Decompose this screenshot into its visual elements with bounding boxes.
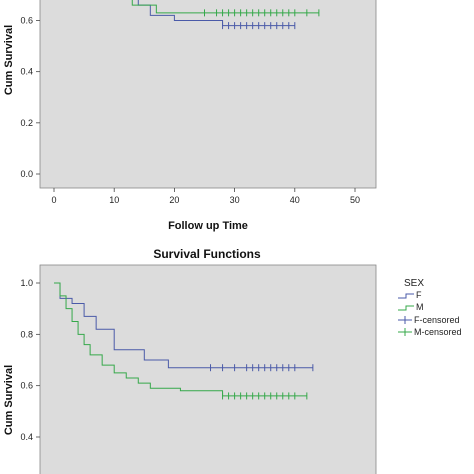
top-plot-area: [39, 0, 377, 189]
legend-f-step-icon: [398, 293, 414, 299]
top-series-f-line: [137, 0, 295, 27]
bottom-ytick-label: 0.6: [20, 381, 33, 391]
top-xtick-label: 30: [230, 195, 240, 205]
bottom-title: Survival Functions: [153, 247, 261, 261]
bottom-y-ticks: 0.4 0.6 0.8 1.0: [20, 278, 40, 442]
top-ylabel: Cum Survival: [3, 25, 15, 95]
top-xlabel: Follow up Time: [168, 220, 248, 232]
legend-entry-f-censored: F-censored: [398, 315, 460, 325]
legend-m-label: M: [416, 302, 424, 312]
top-y-ticks: 0.0 0.2 0.4 0.6: [20, 16, 40, 179]
bottom-plot-area: [39, 264, 377, 474]
bottom-series-m-line: [54, 282, 307, 397]
bottom-ytick-label: 1.0: [20, 278, 33, 288]
top-chart: Cum Survival Follow up Time 0.0 0.2 0.4 0.6…: [3, 0, 377, 232]
legend-entry-m-censored: M-censored: [398, 327, 462, 337]
legend-m-censored-label: M-censored: [414, 327, 462, 337]
top-xtick-label: 50: [350, 195, 360, 205]
legend-entry-m: M: [398, 302, 424, 312]
legend-title: SEX: [404, 278, 424, 289]
top-ytick-label: 0.6: [20, 16, 33, 26]
top-ytick-label: 0.2: [20, 118, 33, 128]
legend-f-label: F: [416, 290, 422, 300]
legend-m-step-icon: [398, 305, 414, 311]
legend-f-censored-label: F-censored: [414, 315, 460, 325]
bottom-ytick-label: 0.8: [20, 329, 33, 339]
top-xtick-label: 0: [51, 195, 56, 205]
top-ytick-label: 0.0: [20, 169, 33, 179]
top-xtick-label: 40: [290, 195, 300, 205]
bottom-ylabel: Cum Survival: [3, 365, 15, 435]
top-series-m-line: [131, 0, 319, 14]
top-series-group: [131, 0, 320, 30]
top-xtick-label: 10: [109, 195, 119, 205]
bottom-series-group: [54, 282, 314, 400]
top-ytick-label: 0.4: [20, 67, 33, 77]
legend: SEX F M F-censored M-censored: [398, 278, 462, 337]
bottom-chart: Survival Functions Cum Survival 0.40.60.…: [3, 247, 462, 474]
bottom-ytick-label: 0.4: [20, 432, 33, 442]
top-xtick-label: 20: [169, 195, 179, 205]
top-x-ticks: 0 10 20 30 40 50: [51, 188, 360, 205]
legend-entry-f: F: [398, 290, 422, 300]
